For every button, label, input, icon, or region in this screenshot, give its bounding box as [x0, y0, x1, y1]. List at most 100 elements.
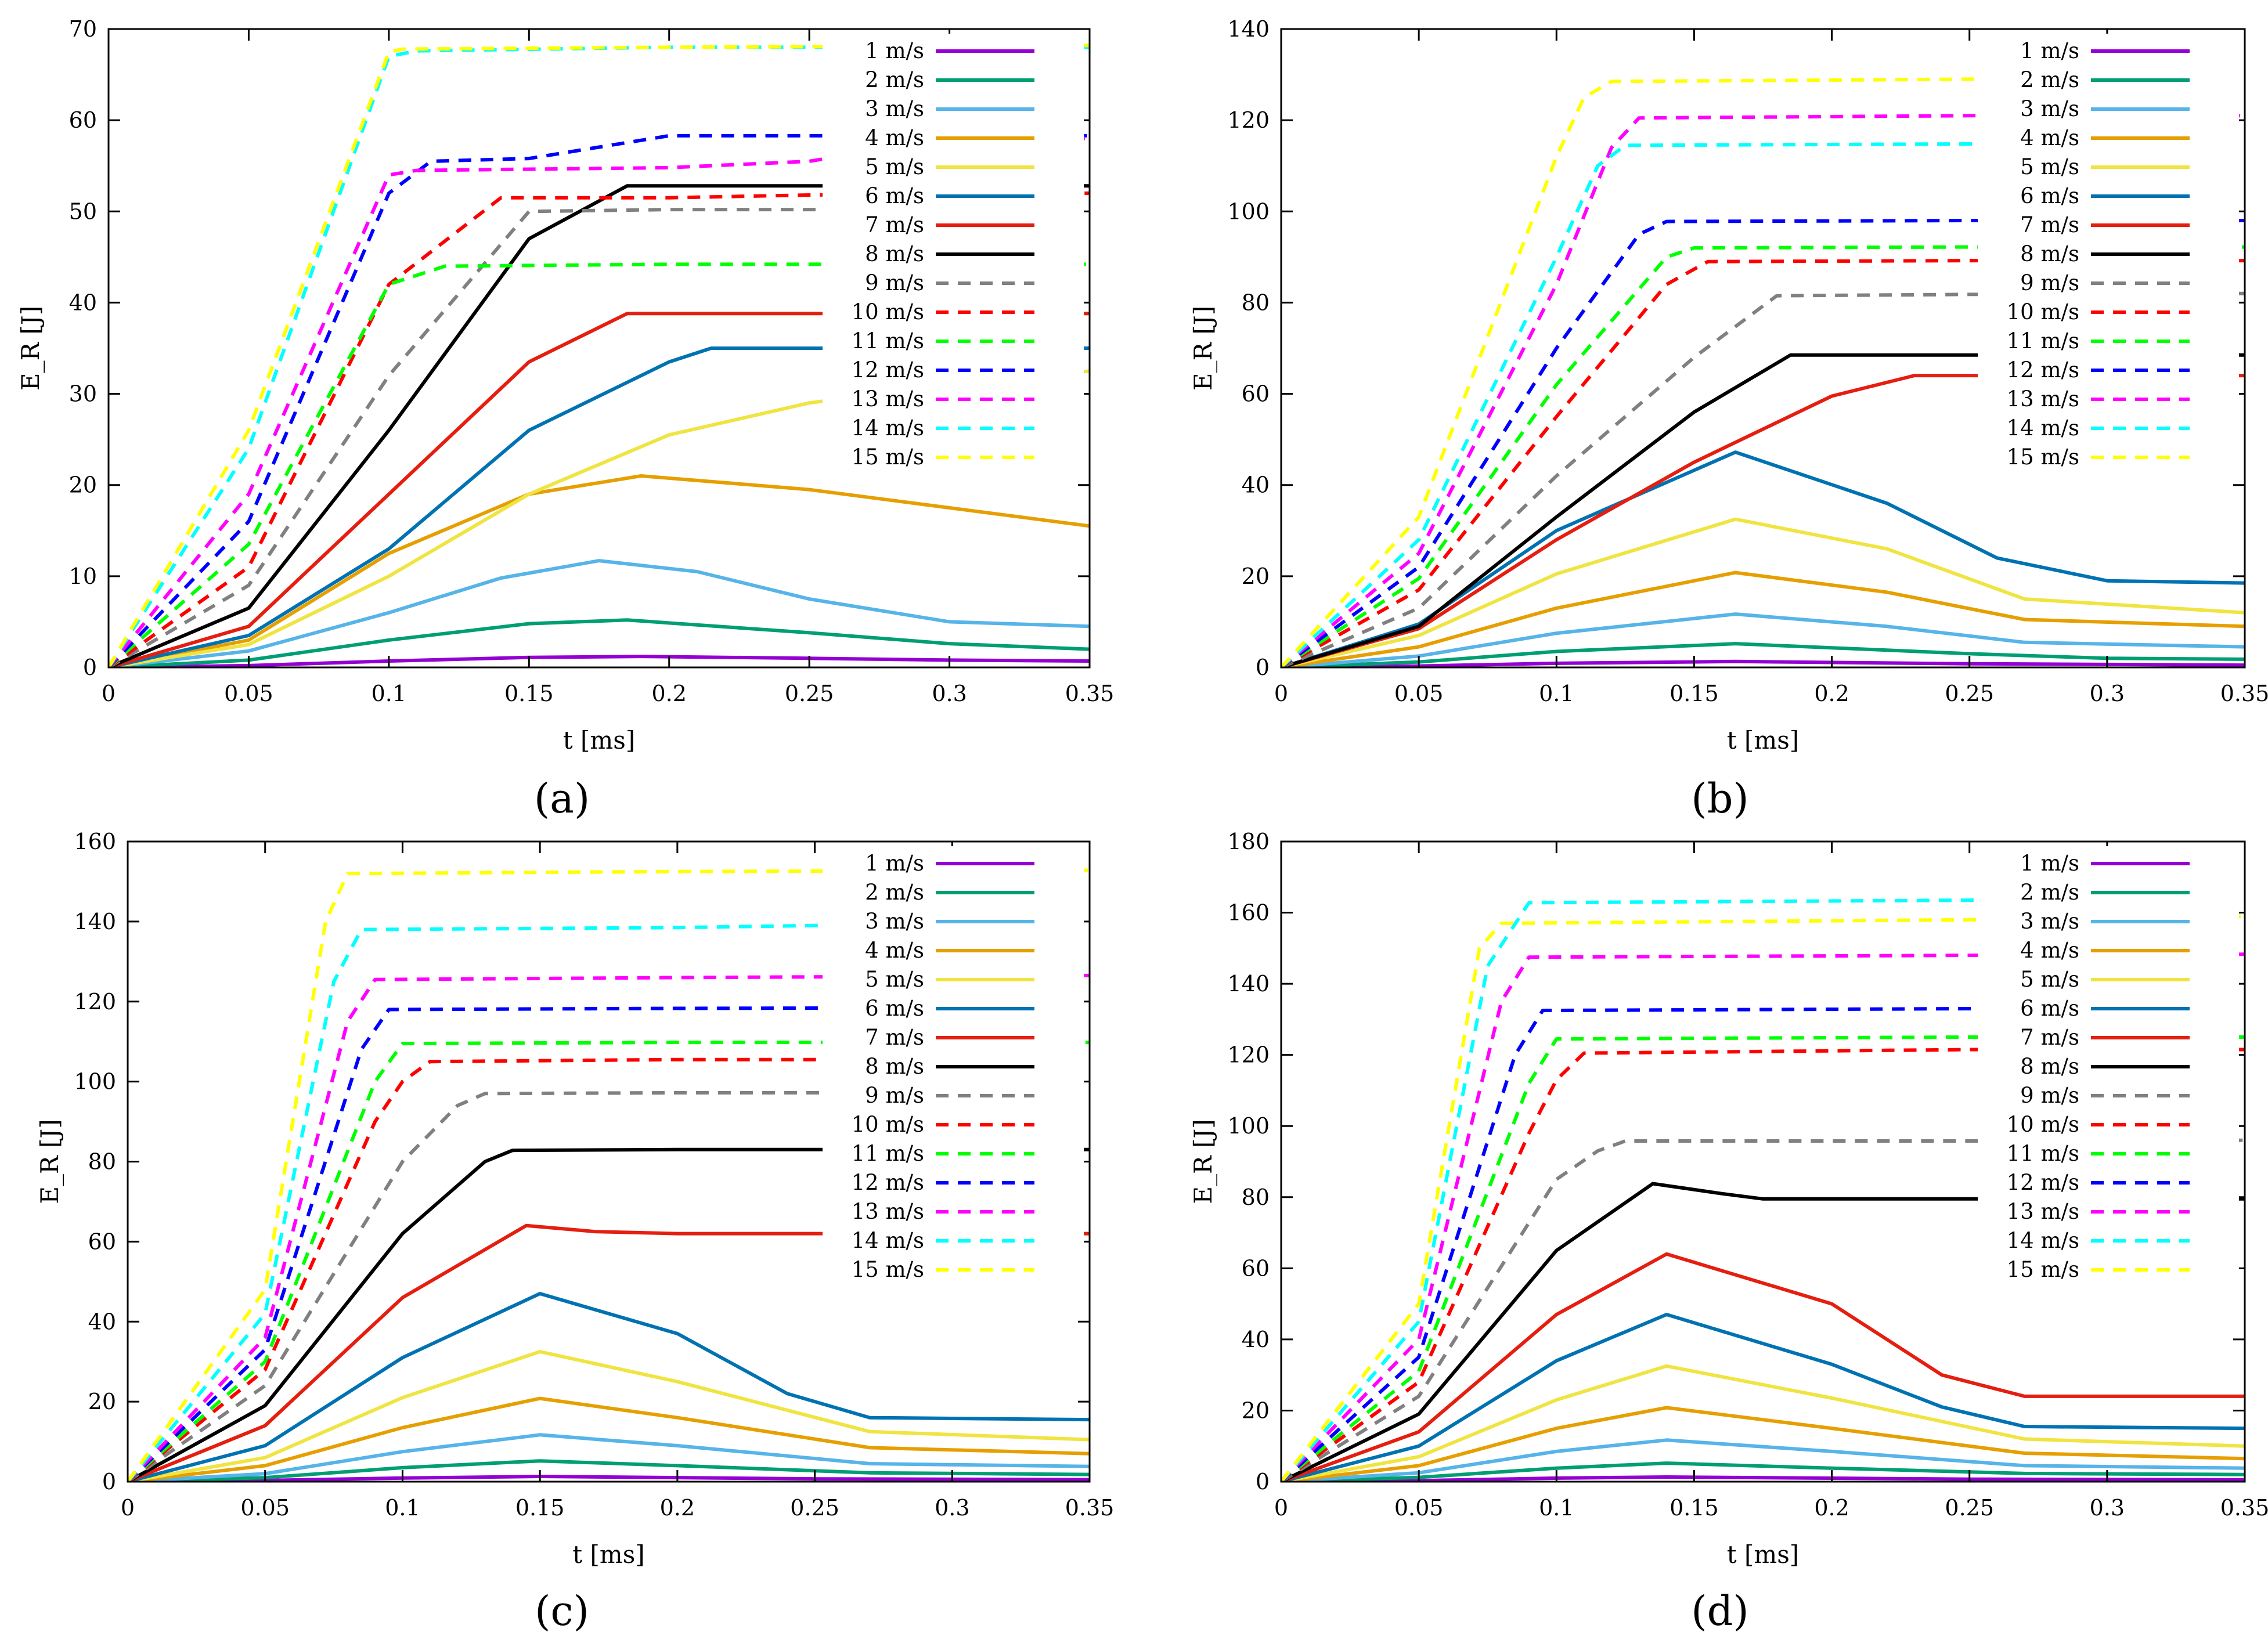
y-tick-label: 20: [1242, 1398, 1270, 1423]
legend-label: 10 m/s: [852, 1112, 924, 1137]
legend-label: 11 m/s: [852, 1141, 924, 1166]
x-tick-label: 0.05: [1394, 1495, 1444, 1521]
series-line: [1281, 659, 2245, 667]
x-tick-label: 0.2: [1814, 681, 1849, 706]
legend-label: 1 m/s: [865, 38, 924, 63]
legend-label: 9 m/s: [865, 270, 924, 295]
series-line: [109, 184, 1090, 667]
legend-label: 2 m/s: [2020, 67, 2079, 92]
legend-label: 5 m/s: [2020, 967, 2079, 992]
legend-label: 14 m/s: [2007, 416, 2079, 440]
legend-label: 10 m/s: [852, 299, 924, 324]
series-line: [128, 1223, 1090, 1482]
y-tick-label: 60: [1242, 1255, 1270, 1281]
series-line: [109, 559, 1090, 667]
panel-a: 0 0.05 0.1 0.15 0.2 0.25 0.3 0.35 0 10 20 30 40 50 60 7…: [16, 16, 1114, 822]
x-tick-label: 0: [1274, 681, 1288, 706]
legend-label: 13 m/s: [852, 387, 924, 411]
series-line: [128, 1057, 1090, 1482]
series-line: [1281, 1138, 2245, 1482]
legend-label: 14 m/s: [852, 416, 924, 440]
series-group: [128, 868, 1090, 1482]
y-tick-label: 20: [69, 472, 97, 498]
legend-label: 13 m/s: [2007, 1199, 2079, 1224]
y-tick-label: 80: [1242, 1185, 1270, 1210]
series-line: [128, 973, 1090, 1482]
series-line: [1281, 374, 2245, 667]
legend-label: 14 m/s: [2007, 1228, 2079, 1253]
y-tick-label: 120: [1227, 1042, 1270, 1068]
y-tick-label: 20: [1242, 564, 1270, 589]
series-line: [1281, 1006, 2245, 1482]
y-tick-label: 140: [1227, 16, 1270, 42]
panel-caption: (c): [535, 1587, 589, 1635]
series-line: [109, 191, 1090, 667]
legend-label: 15 m/s: [2007, 445, 2079, 470]
x-tick-label: 0.35: [2220, 1495, 2268, 1521]
y-tick-label: 0: [83, 655, 97, 680]
legend-label: 5 m/s: [2020, 154, 2079, 179]
series-line: [1281, 450, 2245, 667]
x-tick-label: 0.05: [1394, 681, 1444, 706]
legend-label: 15 m/s: [2007, 1257, 2079, 1282]
x-tick-label: 0.1: [1539, 681, 1574, 706]
panel-d: 0 0.05 0.1 0.15 0.2 0.25 0.3 0.35 0 20 40 60 80 100 12…: [1189, 829, 2268, 1635]
panel-caption: (b): [1691, 775, 1748, 822]
series-line: [128, 1006, 1090, 1482]
x-axis-label: t [ms]: [1727, 726, 1799, 754]
legend-label: 6 m/s: [2020, 183, 2079, 208]
legend-label: 1 m/s: [2020, 38, 2079, 63]
legend: 1 m/s 2 m/s 3 m/s 4 m/s 5 m/s 6 m/s 7 m/s 8 m/s…: [1978, 846, 2239, 1286]
series-line: [109, 655, 1090, 667]
legend-label: 8 m/s: [865, 241, 924, 266]
legend-label: 4 m/s: [865, 938, 924, 963]
legend-label: 2 m/s: [865, 67, 924, 92]
legend-label: 12 m/s: [2007, 1170, 2079, 1195]
legend-label: 7 m/s: [865, 212, 924, 237]
series-line: [1281, 1252, 2245, 1482]
legend-label: 9 m/s: [2020, 1083, 2079, 1108]
x-tick-label: 0.15: [504, 681, 554, 706]
series-line: [128, 1350, 1090, 1482]
series-line: [1281, 570, 2245, 667]
legend-label: 7 m/s: [2020, 1025, 2079, 1050]
y-tick-label: 100: [74, 1069, 116, 1095]
legend-label: 13 m/s: [2007, 387, 2079, 411]
panel-caption: (a): [534, 775, 590, 822]
series-line: [128, 1147, 1090, 1482]
y-tick-label: 120: [1227, 107, 1270, 133]
legend-label: 8 m/s: [2020, 1054, 2079, 1079]
legend-label: 12 m/s: [852, 358, 924, 382]
series-line: [109, 208, 1090, 667]
y-tick-label: 20: [88, 1389, 116, 1414]
x-tick-label: 0.25: [1945, 1495, 1994, 1521]
series-line: [109, 618, 1090, 667]
x-axis-label: t [ms]: [572, 1540, 644, 1569]
y-tick-label: 160: [74, 829, 116, 854]
series-line: [1281, 259, 2245, 667]
series-line: [109, 262, 1090, 667]
y-tick-label: 180: [1227, 829, 1270, 854]
legend-label: 1 m/s: [865, 851, 924, 876]
y-axis-label: E_R [J]: [35, 1119, 64, 1204]
y-axis-label: E_R [J]: [1189, 1119, 1217, 1204]
legend: 1 m/s 2 m/s 3 m/s 4 m/s 5 m/s 6 m/s 7 m/s 8 m/s…: [1978, 34, 2239, 474]
series-line: [1281, 291, 2245, 667]
series-line: [128, 868, 1090, 1482]
x-tick-label: 0: [121, 1495, 135, 1521]
legend-label: 8 m/s: [865, 1054, 924, 1079]
x-tick-label: 0.3: [2090, 681, 2125, 706]
plot-frame: [107, 28, 1091, 669]
y-tick-label: 80: [1242, 290, 1270, 315]
x-tick-label: 0.3: [2090, 1495, 2125, 1521]
legend-label: 14 m/s: [852, 1228, 924, 1253]
x-tick-label: 0.35: [2220, 681, 2268, 706]
y-tick-label: 140: [1227, 971, 1270, 996]
y-tick-label: 80: [88, 1149, 116, 1175]
legend-label: 4 m/s: [2020, 938, 2079, 963]
y-tick-label: 60: [88, 1229, 116, 1254]
legend-label: 11 m/s: [852, 328, 924, 353]
legend-label: 13 m/s: [852, 1199, 924, 1224]
legend-label: 5 m/s: [865, 154, 924, 179]
